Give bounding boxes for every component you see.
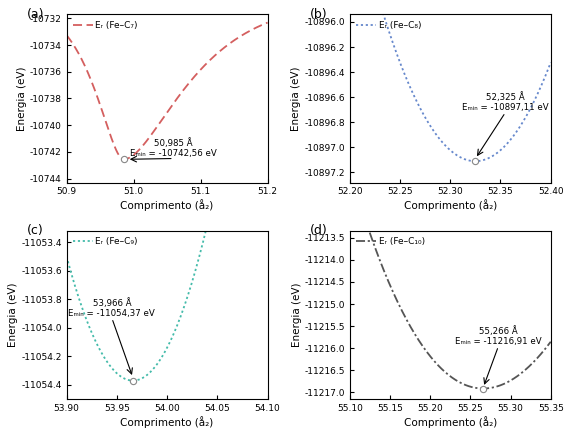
Legend: Eᵣ (Fe–C₇): Eᵣ (Fe–C₇): [71, 19, 140, 31]
Y-axis label: Energia (eV): Energia (eV): [292, 283, 301, 347]
Text: 53,966 Å
Eₘᵢₙ = -11054,37 eV: 53,966 Å Eₘᵢₙ = -11054,37 eV: [69, 298, 155, 318]
X-axis label: Comprimento (å₂): Comprimento (å₂): [404, 416, 497, 428]
Legend: Eᵣ (Fe–C₉): Eᵣ (Fe–C₉): [71, 235, 140, 248]
Text: 50,985 Å
Eₘᵢₙ = -10742,56 eV: 50,985 Å Eₘᵢₙ = -10742,56 eV: [130, 138, 217, 159]
X-axis label: Comprimento (å₂): Comprimento (å₂): [404, 199, 497, 211]
Text: (a): (a): [26, 8, 44, 21]
Legend: Eᵣ (Fe–C₈): Eᵣ (Fe–C₈): [354, 19, 423, 31]
X-axis label: Comprimento (å₂): Comprimento (å₂): [121, 199, 214, 211]
Legend: Eᵣ (Fe–C₁₀): Eᵣ (Fe–C₁₀): [354, 235, 427, 248]
Text: (d): (d): [309, 225, 327, 237]
Text: 52,325 Å
Eₘᵢₙ = -10897,11 eV: 52,325 Å Eₘᵢₙ = -10897,11 eV: [462, 92, 549, 112]
X-axis label: Comprimento (å₂): Comprimento (å₂): [121, 416, 214, 428]
Text: (b): (b): [309, 8, 327, 21]
Y-axis label: Energia (eV): Energia (eV): [292, 66, 301, 131]
Y-axis label: Energia (eV): Energia (eV): [17, 66, 27, 131]
Text: (c): (c): [26, 225, 43, 237]
Text: 55,266 Å
Eₘᵢₙ = -11216,91 eV: 55,266 Å Eₘᵢₙ = -11216,91 eV: [455, 326, 542, 346]
Y-axis label: Energia (eV): Energia (eV): [9, 283, 18, 347]
